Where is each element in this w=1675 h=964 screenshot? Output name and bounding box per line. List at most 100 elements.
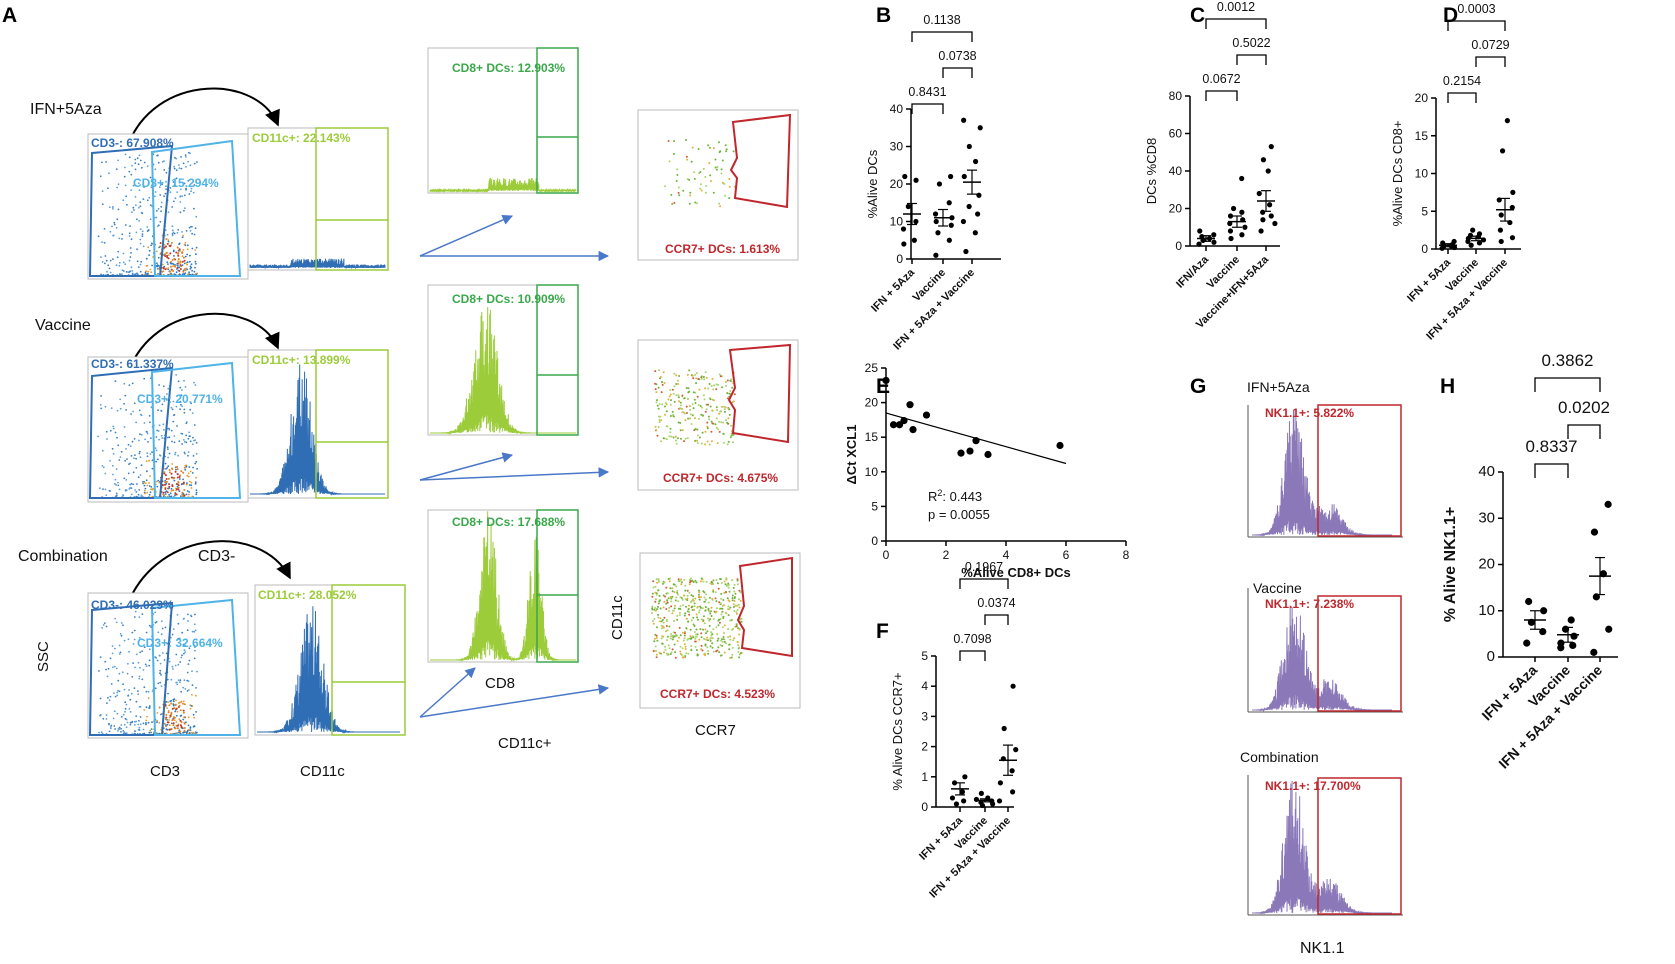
event-dot — [173, 413, 176, 416]
event-dot — [111, 464, 114, 467]
event-dot — [102, 466, 105, 469]
y-tick-label: 80 — [1169, 89, 1183, 103]
event-dot — [657, 580, 660, 583]
event-dot — [157, 479, 160, 482]
event-dot — [174, 197, 177, 200]
event-dot — [712, 579, 715, 582]
event-dot — [694, 428, 697, 431]
event-dot — [688, 604, 690, 607]
event-dot — [705, 376, 708, 379]
event-dot — [673, 591, 676, 594]
event-dot — [681, 581, 683, 584]
data-point — [948, 222, 954, 228]
event-dot — [169, 252, 172, 255]
event-dot — [722, 638, 725, 641]
event-dot — [178, 476, 181, 478]
event-dot — [686, 373, 689, 376]
event-dot — [113, 223, 116, 226]
event-dot — [673, 202, 676, 204]
event-dot — [684, 630, 686, 633]
event-dot — [143, 484, 146, 487]
event-dot — [709, 612, 712, 615]
event-dot — [672, 415, 675, 418]
event-dot — [193, 381, 195, 384]
p-value-label: 0.1138 — [923, 13, 960, 27]
event-dot — [732, 400, 735, 403]
connector-arrow — [419, 452, 514, 481]
data-point — [1605, 625, 1613, 633]
event-dot — [112, 717, 115, 720]
event-dot — [128, 259, 131, 262]
event-dot — [194, 649, 196, 652]
event-dot — [101, 161, 103, 164]
event-dot — [669, 596, 672, 598]
event-dot — [109, 230, 112, 233]
event-dot — [728, 413, 731, 416]
event-dot — [721, 626, 724, 629]
event-dot — [723, 580, 726, 583]
event-dot — [698, 388, 701, 391]
event-dot — [655, 653, 658, 656]
event-dot — [175, 699, 177, 702]
event-dot — [736, 609, 739, 612]
event-dot — [187, 475, 190, 478]
axis-label-cd11c: CD11c — [300, 763, 345, 780]
event-dot — [687, 391, 690, 394]
event-dot — [705, 185, 708, 187]
event-dot — [716, 442, 719, 445]
event-dot — [176, 264, 179, 267]
event-dot — [658, 369, 660, 372]
event-dot — [166, 254, 169, 257]
event-dot — [670, 435, 673, 438]
event-dot — [139, 433, 141, 436]
event-dot — [185, 493, 188, 496]
event-dot — [184, 468, 187, 471]
event-dot — [655, 636, 658, 639]
event-dot — [668, 625, 671, 628]
event-dot — [176, 724, 179, 727]
data-point — [975, 211, 981, 217]
event-dot — [118, 459, 121, 461]
event-dot — [108, 172, 110, 175]
event-dot — [181, 389, 183, 391]
event-dot — [132, 643, 135, 645]
event-dot — [164, 462, 167, 465]
event-dot — [729, 619, 732, 622]
event-dot — [112, 208, 114, 210]
event-dot — [104, 472, 107, 475]
event-dot — [692, 595, 695, 598]
event-dot — [696, 633, 699, 636]
event-dot — [174, 710, 177, 713]
event-dot — [146, 491, 149, 494]
event-dot — [691, 609, 694, 611]
event-dot — [105, 259, 108, 262]
event-dot — [738, 627, 741, 630]
event-dot — [172, 489, 175, 492]
event-dot — [129, 445, 132, 448]
event-dot — [158, 454, 161, 457]
cd3-pos-percent: CD3+: 20.771% — [137, 392, 223, 406]
event-dot — [183, 489, 186, 491]
data-point — [961, 798, 967, 804]
data-point — [946, 200, 952, 206]
data-point — [977, 125, 983, 131]
event-dot — [190, 481, 193, 484]
event-dot — [654, 633, 657, 636]
event-dot — [186, 268, 189, 271]
data-point — [1230, 205, 1237, 212]
event-dot — [129, 723, 132, 726]
event-dot — [178, 490, 181, 493]
event-dot — [739, 652, 742, 655]
event-dot — [195, 491, 198, 494]
event-dot — [652, 580, 655, 583]
p-value-label: 0.1967 — [965, 560, 1003, 574]
event-dot — [167, 436, 169, 439]
event-dot — [149, 729, 152, 732]
event-dot — [173, 716, 176, 719]
event-dot — [652, 622, 655, 625]
event-dot — [657, 602, 660, 605]
event-dot — [183, 207, 186, 210]
event-dot — [147, 270, 150, 273]
event-dot — [99, 714, 101, 717]
comparison-bracket — [911, 103, 944, 114]
